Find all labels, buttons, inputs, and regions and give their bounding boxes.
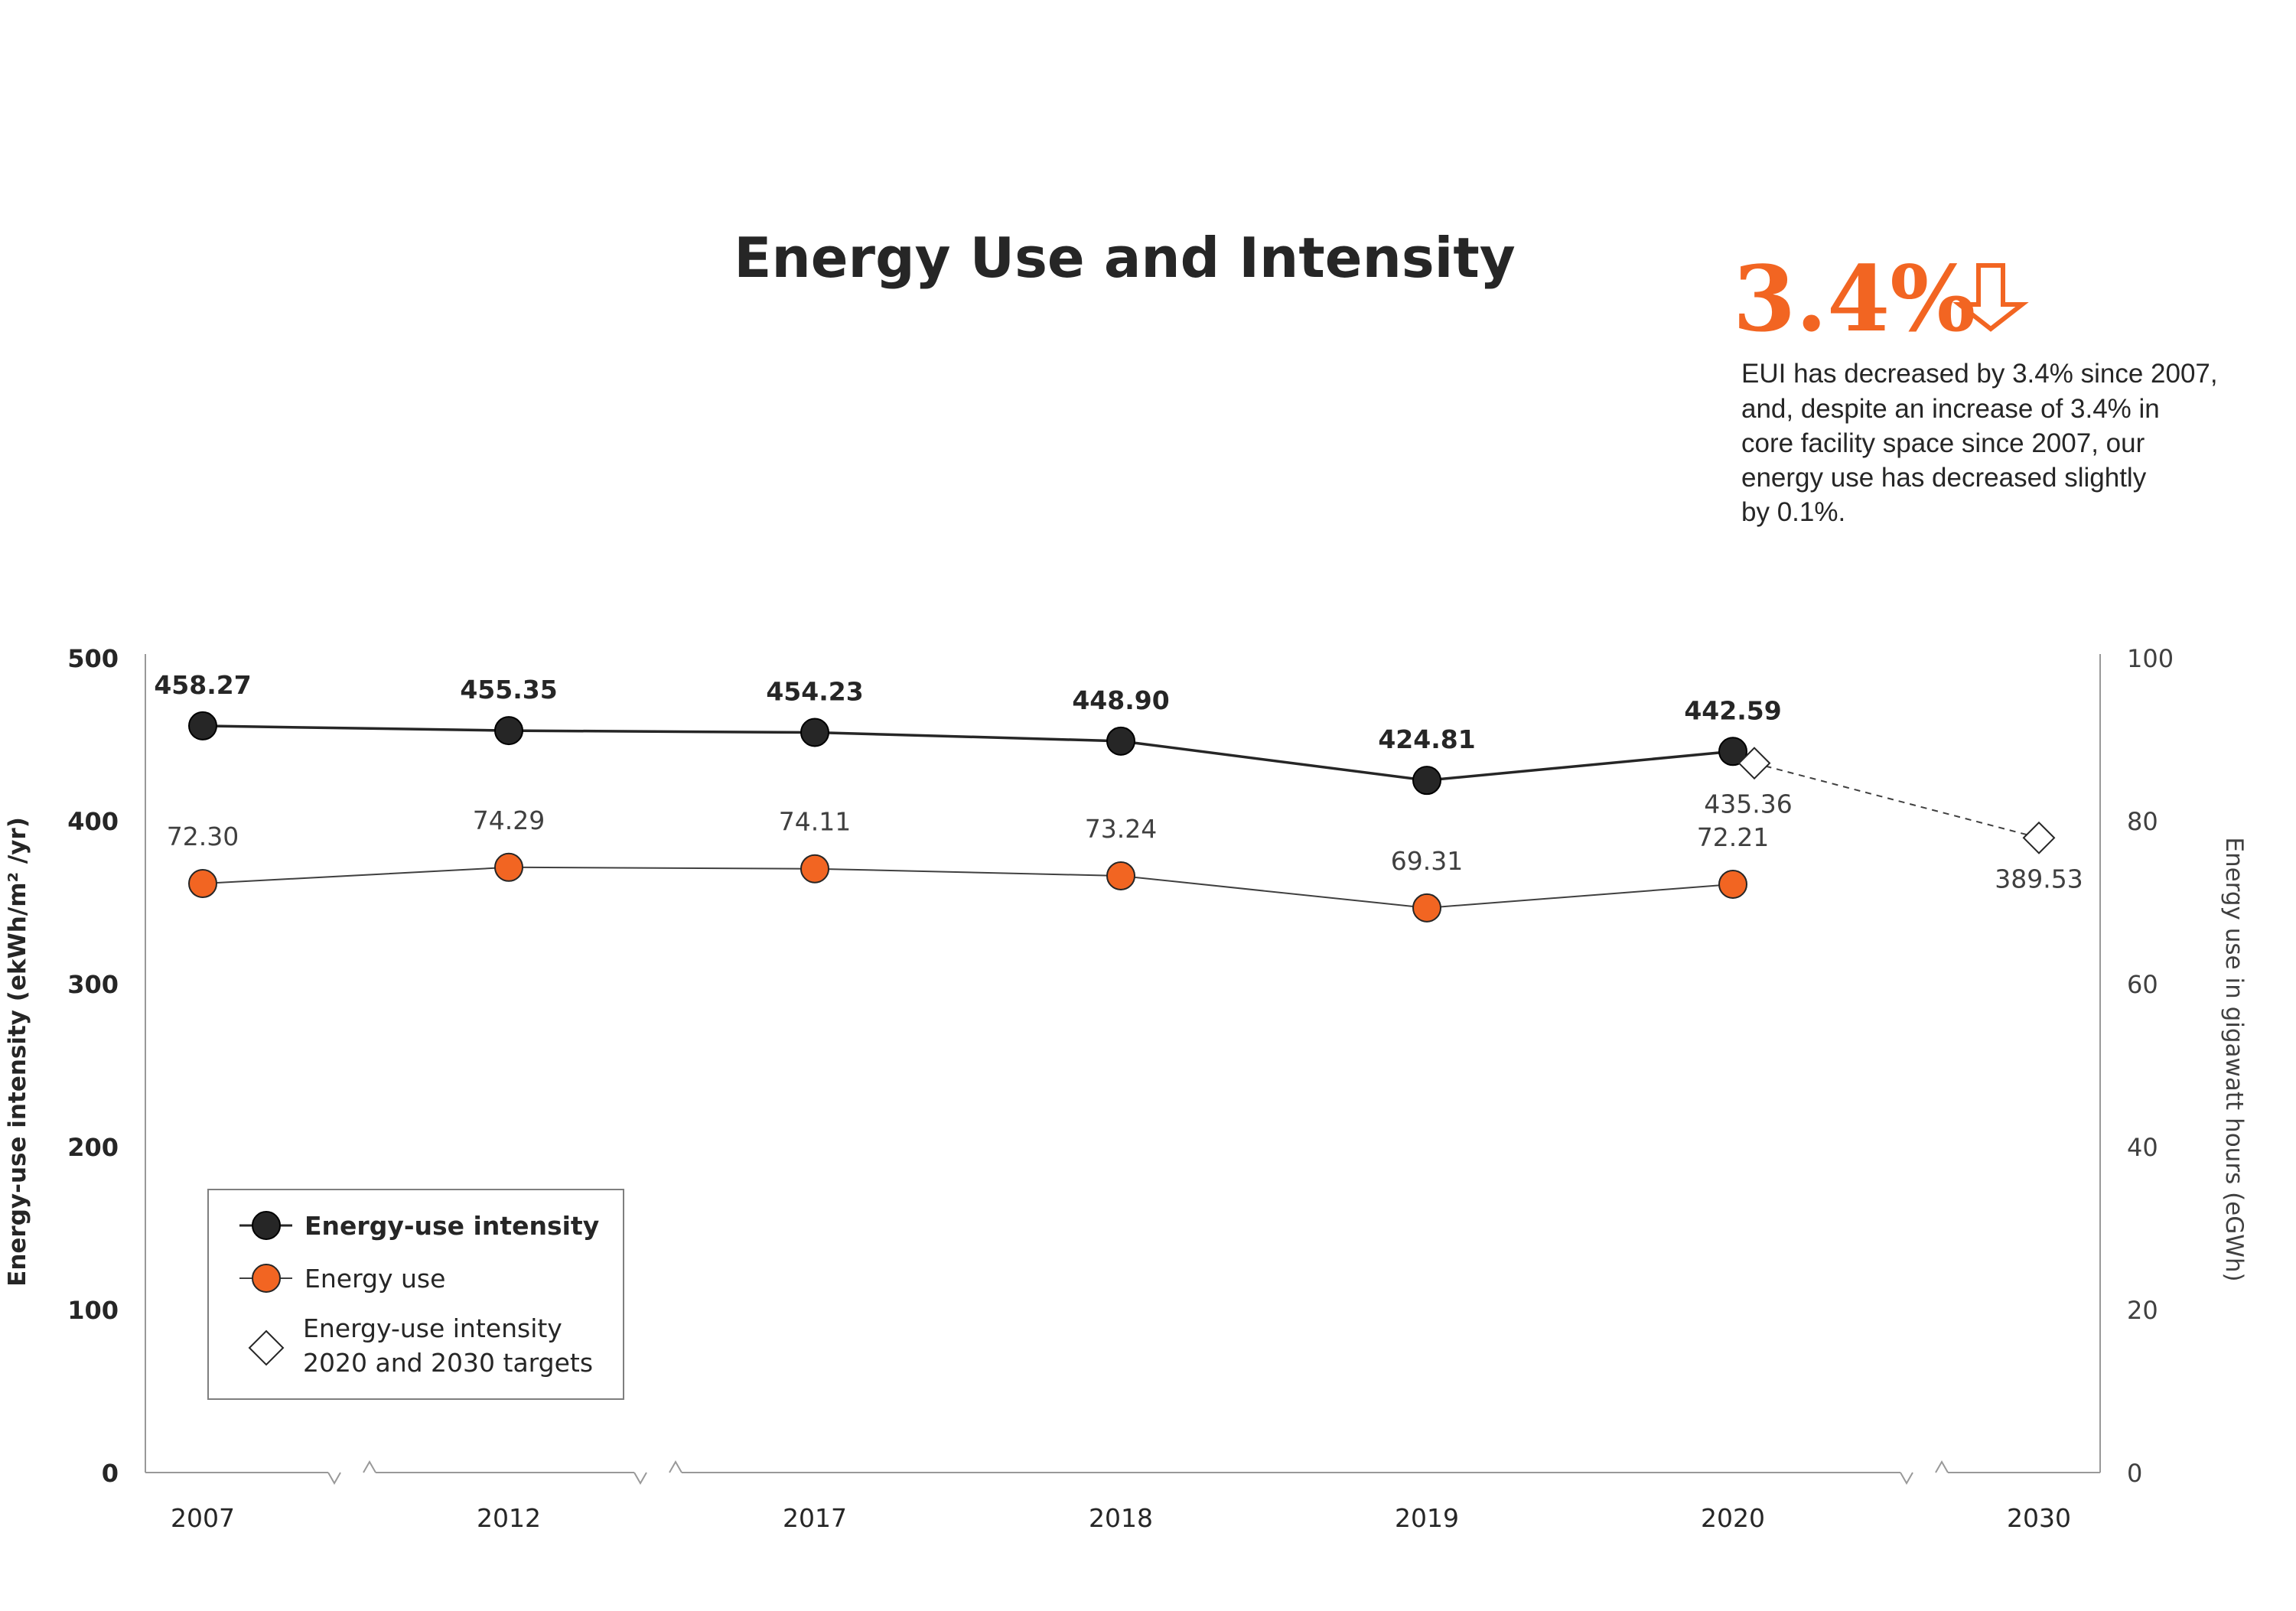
- axis-break-icon: [327, 1460, 376, 1486]
- x-tick-label: 2019: [1395, 1503, 1459, 1533]
- down-arrow-outline-icon: [1952, 263, 2029, 332]
- callout-line-3: core facility space since 2007, our: [1741, 428, 2145, 458]
- eui-data-label: 454.23: [766, 676, 863, 706]
- legend-item-eui: Energy-use intensity: [239, 1211, 599, 1241]
- y-tick-right-label: 20: [2127, 1296, 2158, 1325]
- legend-label-target-line-1: Energy-use intensity: [303, 1313, 562, 1343]
- eui-line: [202, 724, 1734, 782]
- target-data-label: 435.36: [1704, 789, 1792, 819]
- energy-use-point: [494, 852, 523, 882]
- energy-use-point: [1106, 861, 1135, 890]
- axis-break-icon: [1900, 1460, 1949, 1486]
- y-tick-left-label: 400: [67, 807, 119, 836]
- target-point: [1737, 747, 1771, 780]
- legend-label-target-line-2: 2020 and 2030 targets: [303, 1348, 593, 1378]
- x-tick-label: 2030: [2007, 1503, 2071, 1533]
- y-tick-left-label: 500: [67, 644, 119, 673]
- callout-line-2: and, despite an increase of 3.4% in: [1741, 394, 2160, 424]
- x-tick-label: 2020: [1701, 1503, 1765, 1533]
- y-tick-left-label: 200: [67, 1133, 119, 1162]
- y-tick-right-label: 0: [2127, 1459, 2142, 1488]
- y-tick-left-label: 100: [67, 1296, 119, 1325]
- callout-line-5: by 0.1%.: [1741, 497, 1845, 527]
- eui-point: [1718, 737, 1747, 766]
- energy-use-data-label: 69.31: [1391, 846, 1463, 876]
- energy-use-point: [188, 869, 217, 899]
- energy-use-data-label: 74.29: [473, 806, 545, 835]
- eui-data-label: 448.90: [1072, 685, 1169, 715]
- x-tick-label: 2017: [783, 1503, 847, 1533]
- target-point: [2022, 821, 2056, 854]
- energy-use-data-label: 72.21: [1697, 822, 1769, 852]
- energy-use-point: [800, 854, 829, 884]
- eui-data-label: 455.35: [460, 675, 557, 705]
- legend-label-energy-use: Energy use: [305, 1264, 445, 1294]
- legend-marker-eui: [252, 1211, 281, 1240]
- chart-title: Energy Use and Intensity: [734, 226, 1515, 290]
- eui-data-label: 424.81: [1378, 724, 1475, 754]
- callout-line-1: EUI has decreased by 3.4% since 2007,: [1741, 359, 2218, 389]
- energy-use-data-label: 72.30: [167, 822, 239, 851]
- x-tick-label: 2007: [171, 1503, 235, 1533]
- legend-item-energy-use: Energy use: [239, 1264, 445, 1294]
- energy-use-data-label: 73.24: [1085, 814, 1157, 844]
- axes: 0 100 200 300 400 500 0 20 40 60 80 100 2007 2012 2017…: [67, 644, 2174, 1533]
- energy-use-data-label: 74.11: [779, 807, 851, 837]
- y-tick-right-label: 60: [2127, 970, 2158, 999]
- y-tick-left-label: 0: [102, 1459, 119, 1488]
- legend-item-targets: Energy-use intensity 2020 and 2030 targe…: [248, 1313, 593, 1378]
- y-axis-left-label: Energy-use intensity (ekWh/m² /yr): [4, 817, 31, 1287]
- eui-point: [800, 718, 829, 747]
- callout-headline: 3.4%: [1733, 246, 1975, 352]
- y-tick-left-label: 300: [67, 970, 119, 999]
- eui-point: [494, 716, 523, 746]
- legend: Energy-use intensity Energy use Energy-u…: [207, 1189, 624, 1400]
- y-tick-right-label: 80: [2127, 807, 2158, 836]
- legend-label-eui: Energy-use intensity: [305, 1211, 599, 1241]
- callout: 3.4% EUI has decreased by 3.4% since 200…: [1733, 246, 2218, 527]
- y-tick-right-label: 100: [2127, 644, 2174, 673]
- legend-marker-target: [248, 1329, 285, 1366]
- energy-use-point: [1718, 869, 1747, 899]
- axis-break-icon: [633, 1460, 682, 1486]
- target-line: [1754, 762, 2040, 839]
- energy-use-line: [202, 866, 1734, 909]
- target-data-label: 389.53: [1995, 864, 2083, 893]
- eui-point: [1412, 766, 1441, 796]
- legend-marker-energy-use: [252, 1264, 281, 1293]
- x-tick-label: 2018: [1089, 1503, 1153, 1533]
- callout-line-4: energy use has decreased slightly: [1741, 463, 2147, 493]
- eui-point: [188, 711, 217, 740]
- eui-point: [1106, 726, 1135, 756]
- y-axis-right-label: Energy use in gigawatt hours (eGWh): [2220, 837, 2248, 1281]
- series-layer: 72.30 74.29 74.11 73.24 69.31 72.21 458.27 455.…: [154, 670, 2083, 923]
- energy-use-point: [1412, 893, 1441, 923]
- y-tick-right-label: 40: [2127, 1133, 2158, 1162]
- eui-data-label: 442.59: [1684, 695, 1781, 725]
- eui-data-label: 458.27: [154, 670, 251, 700]
- x-tick-label: 2012: [477, 1503, 541, 1533]
